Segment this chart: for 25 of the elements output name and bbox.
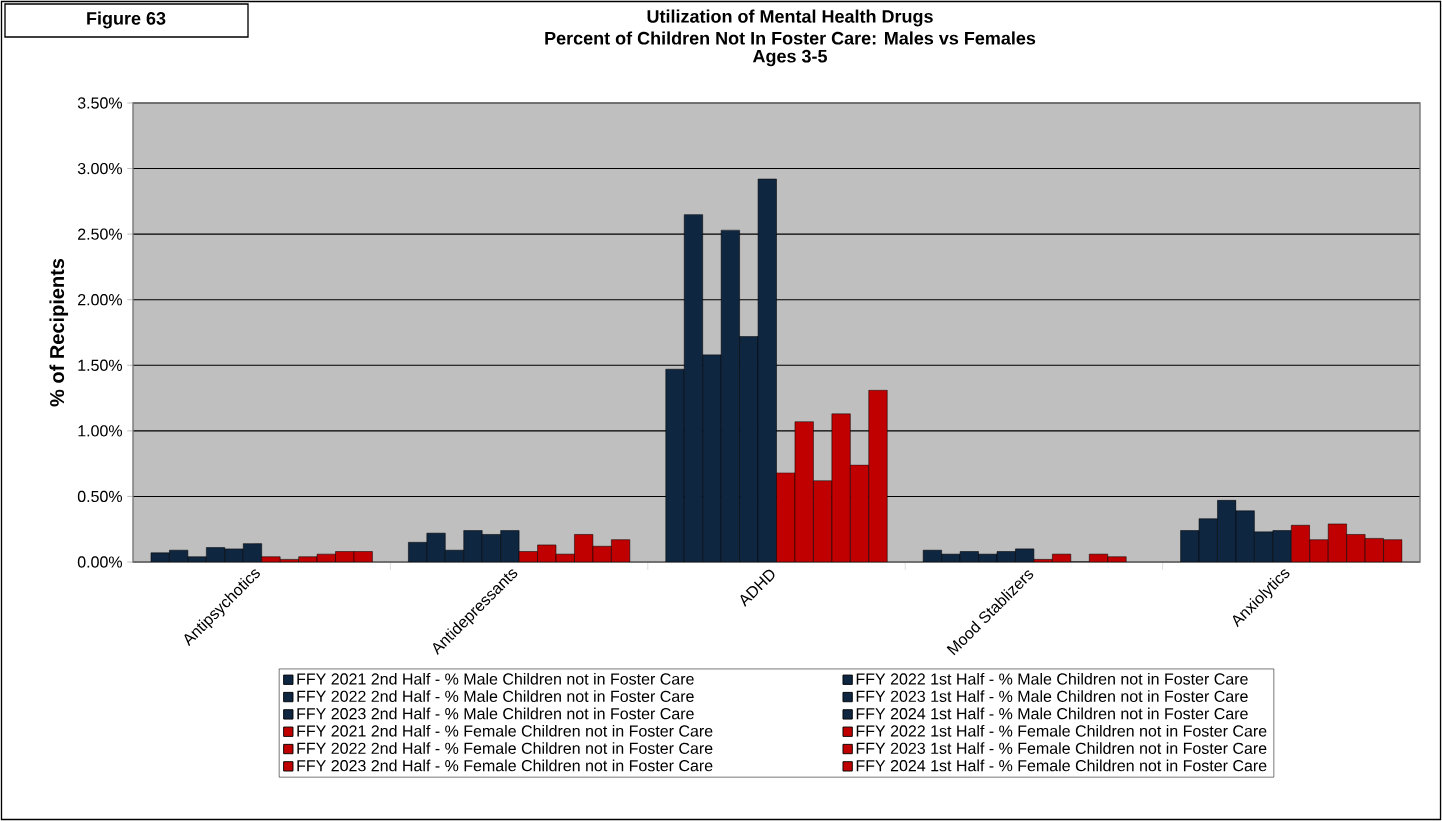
legend-label: FFY 2024 1st Half - % Female Children not in Foster Care (856, 759, 1267, 772)
chart-subtitle: Percent of Children Not In Foster Care: Males vs Females (545, 31, 1036, 45)
chart-title: Utilization of Mental Health Drugs (647, 9, 933, 27)
y-tick-label: 2.50% (78, 228, 123, 240)
legend-label: FFY 2022 2nd Half - % Female Children not in Foster Care (297, 742, 713, 754)
y-tick-label: 3.50% (77, 97, 123, 109)
legend-label: FFY 2023 1st Half - % Male Children not in Foster Care (856, 690, 1248, 702)
legend-label: FFY 2021 2nd Half - % Female Children not in Foster Care (297, 724, 713, 737)
y-tick-label: 1.50% (78, 359, 123, 371)
legend-label: FFY 2023 1st Half - % Female Children not in Foster Care (856, 742, 1267, 754)
y-tick-label: 3.00% (77, 162, 123, 175)
y-tick-label: 1.00% (78, 425, 123, 437)
legend-label: FFY 2023 2nd Half - % Male Children not in Foster Care (297, 707, 694, 720)
y-tick-label: 0.00% (77, 556, 123, 568)
y-tick-label: 0.50% (77, 490, 123, 503)
legend-label: FFY 2022 2nd Half - % Male Children not in Foster Care (297, 690, 694, 702)
legend-label: FFY 2022 1st Half - % Male Children not in Foster Care (856, 672, 1248, 685)
y-axis-title: % of Recipients (49, 258, 69, 407)
legend-label: FFY 2023 2nd Half - % Female Children not in Foster Care (297, 759, 713, 772)
caption: Figure 63 (87, 11, 166, 29)
legend-label: FFY 2024 1st Half - % Male Children not in Foster Care (856, 707, 1248, 720)
legend-label: FFY 2022 1st Half - % Female Children not in Foster Care (856, 724, 1267, 737)
legend-label: FFY 2021 2nd Half - % Male Children not in Foster Care (297, 672, 694, 685)
text: Ages 3-5 (752, 49, 828, 67)
y-tick-label: 2.00% (78, 294, 123, 306)
